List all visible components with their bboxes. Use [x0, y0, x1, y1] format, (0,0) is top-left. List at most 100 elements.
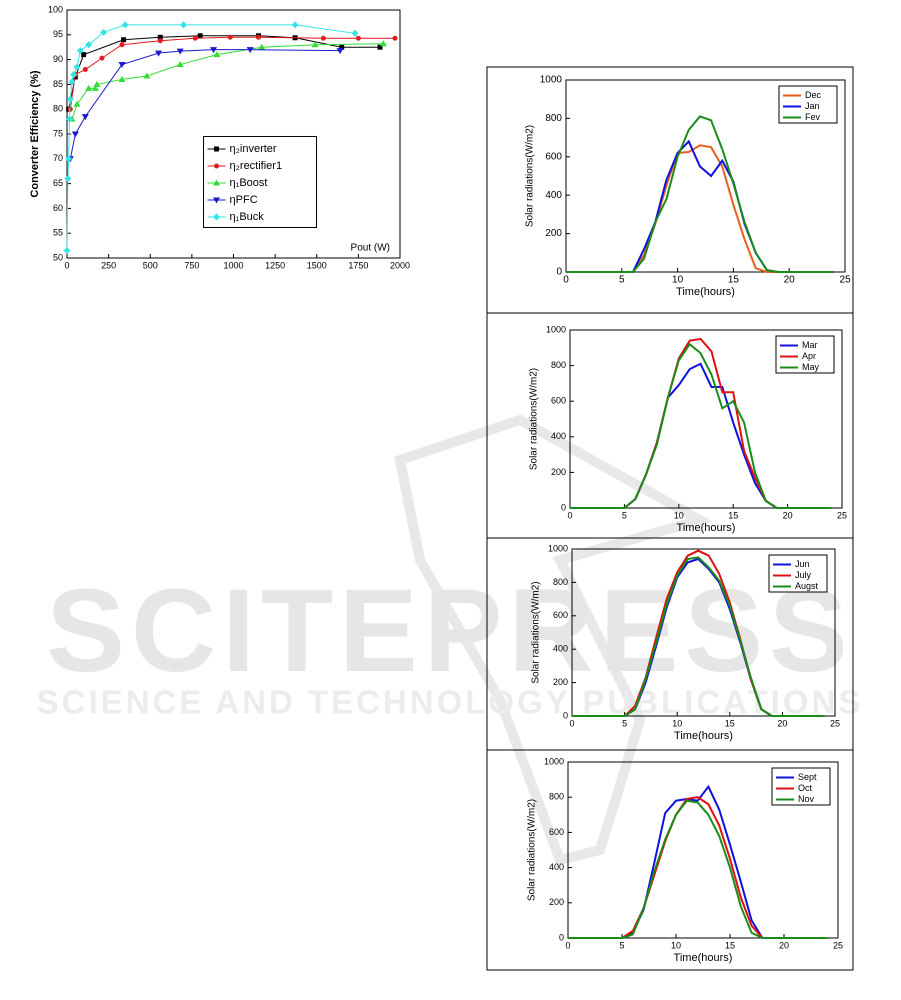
y-tick-label: 0: [559, 932, 564, 942]
data-point: [320, 35, 326, 41]
series-line: [570, 342, 832, 509]
x-tick-label: 10: [672, 718, 682, 728]
figure-frame: [486, 66, 854, 971]
data-point: [71, 131, 79, 138]
data-point: [355, 35, 361, 41]
y-axis-label: Converter Efficiency (%): [29, 70, 41, 197]
series-line: [568, 784, 828, 939]
legend-marker: [213, 213, 221, 221]
data-point: [73, 63, 81, 71]
series-line: [68, 35, 381, 110]
x-tick-label: 5: [622, 718, 627, 728]
data-point: [81, 52, 87, 58]
y-tick-label: 0: [561, 502, 566, 512]
data-point: [64, 175, 72, 183]
x-tick-label: 20: [783, 510, 793, 520]
x-tick-label: 15: [725, 718, 735, 728]
x-tick-label: 500: [143, 260, 158, 270]
legend-label: Apr: [802, 351, 816, 361]
legend-label: Jun: [795, 559, 810, 569]
data-point: [70, 70, 78, 78]
plot-area: [567, 761, 839, 939]
y-axis-label: Solar radiations(W/m2): [531, 581, 542, 683]
x-tick-label: 10: [672, 275, 684, 286]
data-point: [81, 114, 89, 121]
x-tick-label: 0: [64, 260, 69, 270]
series-line: [69, 36, 396, 110]
data-point: [68, 78, 76, 86]
y-tick-label: 50: [53, 252, 63, 262]
y-tick-label: 200: [553, 677, 568, 687]
data-point: [121, 21, 129, 29]
x-tick-label: 5: [619, 275, 625, 286]
legend-label: η₁Boost: [230, 177, 268, 189]
data-point: [311, 41, 319, 48]
data-point: [85, 41, 93, 49]
legend-label: Sept: [798, 772, 817, 782]
y-tick-label: 200: [545, 228, 562, 239]
data-point: [227, 34, 233, 40]
x-axis-label: Pout (W): [351, 243, 390, 254]
x-tick-label: 0: [569, 718, 574, 728]
legend-label: η₂rectifier1: [230, 160, 283, 172]
data-point: [118, 75, 126, 82]
data-point: [91, 84, 99, 91]
data-point: [65, 155, 73, 163]
y-tick-label: 1000: [546, 324, 566, 334]
y-tick-label: 400: [553, 644, 568, 654]
legend-label: Augst: [795, 581, 819, 591]
y-tick-label: 1000: [548, 543, 568, 553]
x-tick-label: 0: [567, 510, 572, 520]
x-tick-label: 1000: [223, 260, 243, 270]
data-point: [377, 44, 383, 50]
legend-label: July: [795, 570, 812, 580]
y-tick-label: 400: [549, 862, 564, 872]
y-tick-label: 75: [53, 128, 63, 138]
x-axis-label: Time(hours): [674, 730, 733, 742]
data-point: [63, 247, 71, 255]
data-point: [180, 21, 188, 29]
watermark-subtitle: SCIENCE AND TECHNOLOGY PUBLICATIONS: [37, 684, 864, 721]
legend-marker: [213, 179, 221, 186]
y-axis-label: Solar radiations(W/m2): [525, 125, 536, 227]
chart: 0 250 500 750 1000 1250 1500 1750 2000 50 55 60 65 70…: [29, 4, 410, 270]
y-tick-label: 85: [53, 79, 63, 89]
y-tick-label: 800: [545, 113, 562, 124]
data-point: [255, 34, 261, 40]
x-tick-label: 1250: [265, 260, 285, 270]
data-point: [339, 44, 345, 50]
plot-area: [571, 548, 836, 717]
x-axis-label: Time(hours): [677, 522, 736, 534]
y-tick-label: 1000: [540, 75, 563, 86]
x-tick-label: 750: [184, 260, 199, 270]
x-tick-label: 250: [101, 260, 116, 270]
x-tick-label: 20: [777, 718, 787, 728]
x-tick-label: 25: [833, 940, 843, 950]
series-line: [568, 799, 828, 939]
y-axis-label: Solar radiations(W/m2): [529, 368, 540, 470]
legend-label: Jan: [805, 101, 820, 111]
y-axis-label: Solar radiations(W/m2): [527, 799, 538, 901]
data-point: [118, 62, 126, 69]
data-point: [258, 43, 266, 50]
data-point: [291, 21, 299, 29]
y-tick-label: 100: [48, 4, 63, 14]
series-line: [572, 556, 825, 717]
data-point: [192, 35, 198, 41]
y-tick-label: 0: [556, 267, 562, 278]
data-point: [213, 51, 221, 58]
data-point: [99, 55, 105, 61]
y-tick-label: 60: [53, 203, 63, 213]
data-point: [210, 47, 218, 54]
data-point: [157, 34, 163, 40]
y-tick-label: 90: [53, 54, 63, 64]
x-tick-label: 20: [779, 940, 789, 950]
data-point: [82, 67, 88, 73]
watermark-logo: [394, 414, 713, 866]
plot-area: [569, 329, 843, 509]
x-tick-label: 10: [674, 510, 684, 520]
data-point: [379, 40, 387, 47]
y-tick-label: 800: [551, 360, 566, 370]
plot-area: [565, 79, 846, 273]
watermark-title: SCITEPRESS: [46, 565, 854, 697]
